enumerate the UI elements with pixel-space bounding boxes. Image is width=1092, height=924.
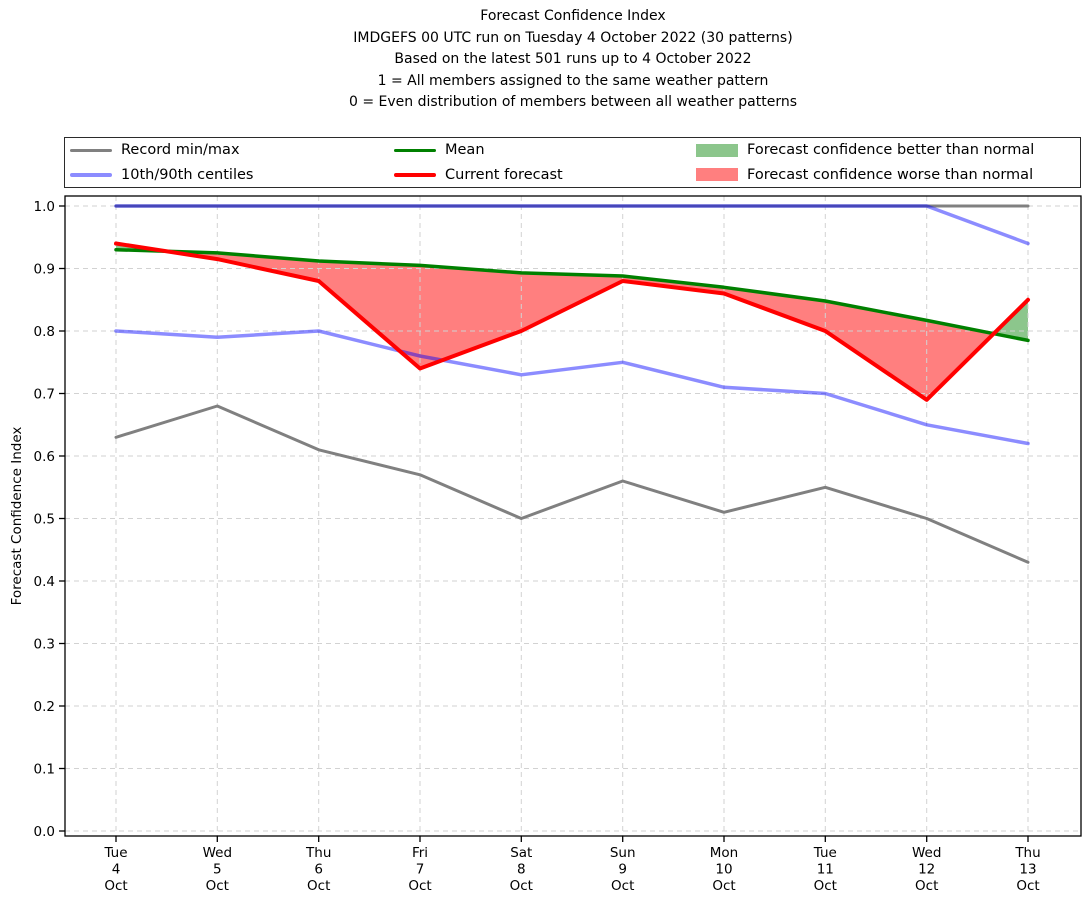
legend-label-mean: Mean: [445, 142, 485, 159]
series-mean-line: [114, 247, 1030, 343]
legend-item-current-forecast: Current forecast: [394, 167, 696, 183]
record-minmax-line-swatch: [70, 148, 112, 152]
y-tick-label: 0.2: [34, 699, 55, 715]
x-tick-label: Mon 10 Oct: [710, 845, 738, 894]
y-tick-label: 0.1: [34, 761, 55, 777]
y-tick-label: 0.0: [34, 824, 55, 840]
mean-line-swatch: [394, 148, 436, 152]
x-tick-label: Wed 12 Oct: [912, 845, 941, 894]
y-tick-label: 0.8: [34, 324, 55, 340]
y-tick-label: 1.0: [34, 199, 55, 215]
tick-marks: [59, 205, 1029, 842]
x-tick-label: Thu 13 Oct: [1014, 845, 1040, 894]
chart-title-block: Forecast Confidence Index IMDGEFS 00 UTC…: [65, 6, 1081, 114]
legend-label-record-minmax: Record min/max: [121, 142, 240, 159]
legend-item-centiles: 10th/90th centiles: [70, 167, 394, 183]
x-tick-label: Sun 9 Oct: [610, 845, 636, 894]
x-tick-label: Sat 8 Oct: [510, 845, 533, 894]
current-forecast-line-swatch: [394, 173, 436, 177]
y-tick-label: 0.3: [34, 636, 55, 652]
legend-label-better-than-normal: Forecast confidence better than normal: [747, 142, 1035, 159]
y-tick-label: 0.5: [34, 511, 55, 527]
chart-title: Forecast Confidence Index: [480, 8, 666, 24]
chart-subtitle-run: IMDGEFS 00 UTC run on Tuesday 4 October …: [353, 29, 793, 46]
chart-subtitle-scale-0: 0 = Even distribution of members between…: [348, 94, 798, 110]
y-tick-label: 0.6: [34, 449, 55, 465]
x-tick-label: Tue 11 Oct: [813, 845, 837, 894]
series-record-min-line: [114, 404, 1030, 564]
chart-subtitle-runs-count: Based on the latest 501 runs up to 4 Oct…: [394, 51, 752, 67]
legend-item-worse-than-normal: Forecast confidence worse than normal: [696, 167, 1080, 183]
legend-item-mean: Mean: [394, 142, 696, 158]
better-than-normal-patch-swatch: [696, 143, 738, 157]
x-tick-label: Tue 4 Oct: [103, 845, 127, 894]
y-axis-label: Forecast Confidence Index: [9, 427, 25, 606]
y-tick-label: 0.7: [34, 386, 55, 402]
legend: Record min/max Mean Forecast confidence …: [64, 137, 1081, 188]
series-centile-90th-line: [114, 204, 1030, 246]
x-tick-labels: Tue 4 Oct Wed 5 Oct Thu 6 Oct Fri 7 Oct Sat 8 Oct Sun 9 O…: [103, 845, 1040, 894]
worse-than-normal-patch-swatch: [696, 168, 738, 182]
y-tick-label: 0.4: [34, 574, 55, 590]
x-tick-label: Thu 6 Oct: [305, 845, 331, 894]
legend-item-better-than-normal: Forecast confidence better than normal: [696, 142, 1080, 158]
legend-label-centiles: 10th/90th centiles: [121, 166, 254, 183]
legend-item-record-minmax: Record min/max: [70, 142, 394, 158]
centiles-line-swatch: [70, 173, 112, 177]
worse-than-normal-fill: [166, 251, 994, 400]
gridlines: [65, 196, 1081, 836]
y-tick-labels: 0.0 0.1 0.2 0.3 0.4 0.5 0.6 0.7 0.8 0.9 1.0: [34, 199, 55, 840]
x-tick-label: Fri 7 Oct: [408, 845, 431, 894]
series-centile-10th-line: [114, 329, 1030, 446]
chart-subtitle-scale-1: 1 = All members assigned to the same wea…: [377, 72, 769, 89]
legend-label-worse-than-normal: Forecast confidence worse than normal: [747, 166, 1034, 183]
series-current-forecast-line: [114, 241, 1030, 402]
axes-box: [64, 195, 1082, 837]
y-tick-label: 0.9: [34, 261, 55, 277]
x-tick-label: Wed 5 Oct: [203, 845, 232, 894]
legend-label-current-forecast: Current forecast: [445, 166, 563, 183]
